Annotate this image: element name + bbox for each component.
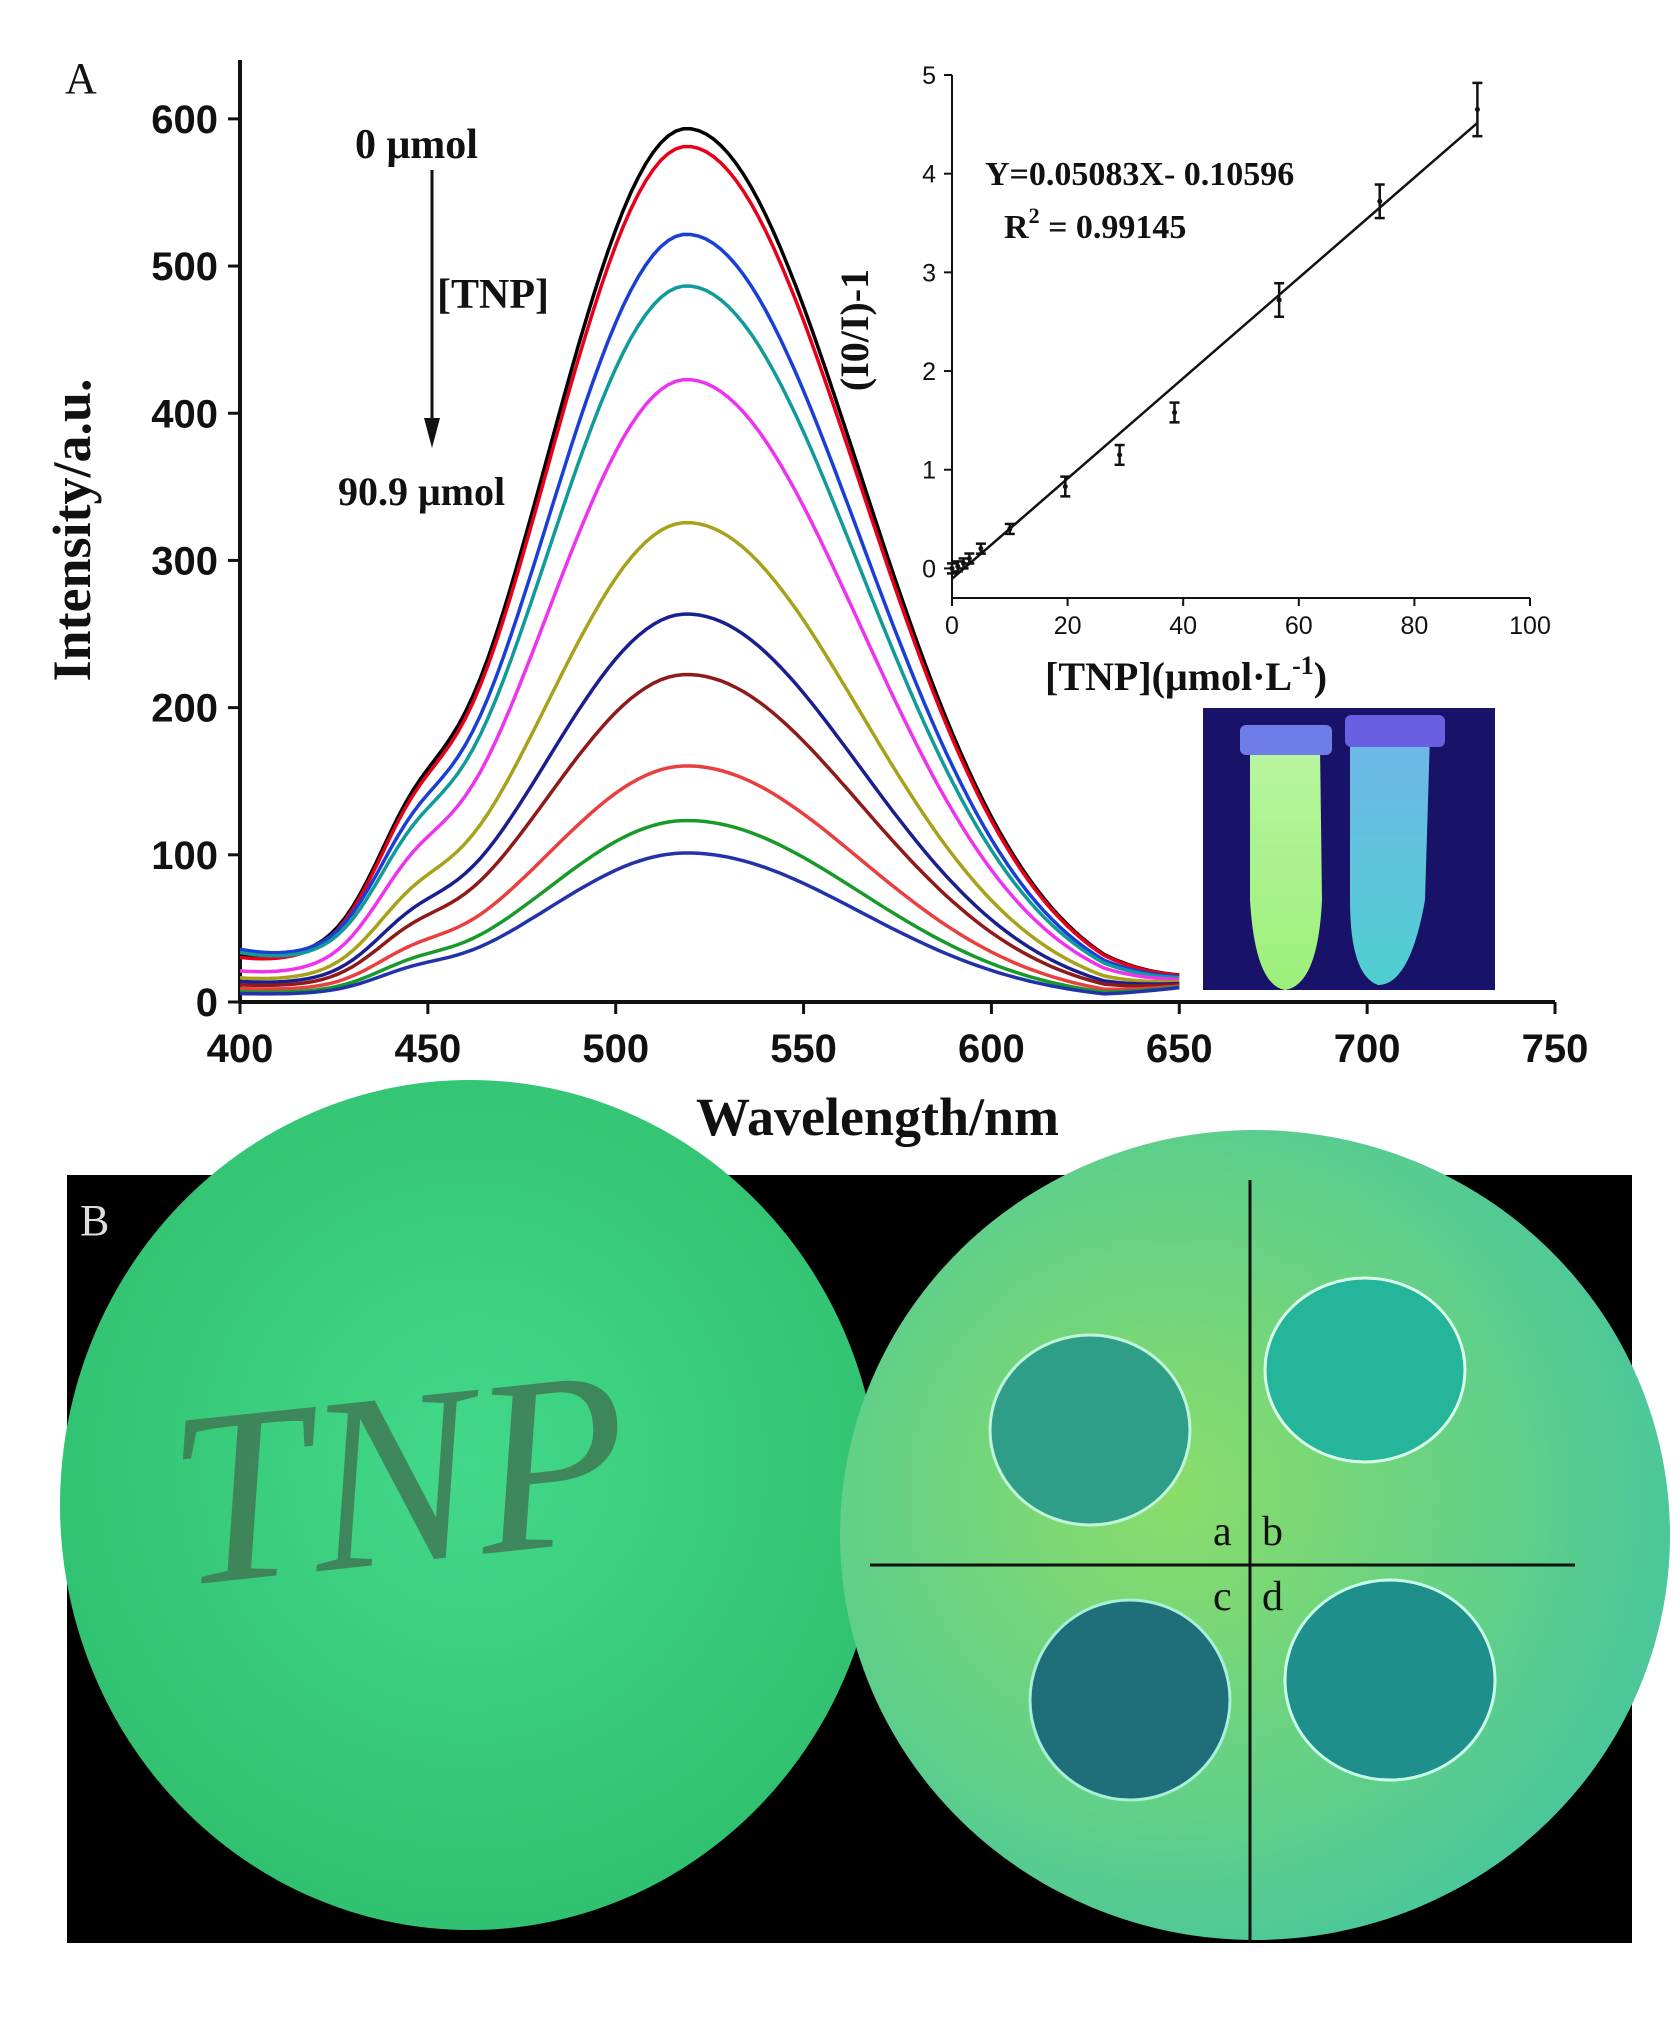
spectrum-series-line: [239, 851, 1180, 996]
x-axis-title: Wavelength/nm: [696, 1087, 1059, 1147]
inset-equation: Y=0.05083X- 0.10596: [985, 156, 1294, 193]
written-tnp: TNP: [157, 1317, 642, 1640]
annotation-end-concentration: 90.9 μmol: [338, 469, 505, 514]
inset-y-tick-label: 5: [922, 62, 936, 90]
quadrant-label-d: d: [1262, 1574, 1283, 1620]
y-tick-label: 200: [151, 687, 218, 731]
tube-left: [1250, 745, 1322, 990]
inset-data-point: [1474, 107, 1480, 113]
inset-data-point: [1377, 198, 1383, 204]
panel-a-label: A: [65, 54, 97, 103]
inset-data-point: [949, 565, 955, 571]
quadrant-label-c: c: [1213, 1574, 1232, 1620]
inset-y-tick-label: 2: [922, 358, 936, 386]
inset-y-tick-label: 1: [922, 457, 936, 485]
inset-x-tick-label: 80: [1400, 612, 1428, 640]
inset-fit-line: [951, 121, 1479, 580]
x-tick-label: 550: [770, 1027, 837, 1071]
y-tick-label: 500: [151, 245, 218, 289]
spot-b: [1263, 1276, 1467, 1464]
y-tick-label: 0: [196, 981, 218, 1025]
tube-right: [1350, 735, 1430, 985]
inset-r-squared: R2 = 0.99145: [1004, 203, 1186, 246]
main-chart-axes: 400 450 500 550 600 650 700 7500100200300400500…: [42, 60, 1588, 1147]
spot-c: [1028, 1598, 1232, 1802]
inset-data-point: [1117, 452, 1123, 458]
spectrum-series-line: [239, 284, 1180, 980]
annotation-start-concentration: 0 μmol: [355, 122, 478, 168]
inset-data-point: [1007, 526, 1013, 532]
concentration-arrow-head: [424, 418, 440, 448]
inset-data-point: [1062, 483, 1068, 489]
inset-y-tick-label: 4: [922, 161, 936, 189]
x-tick-label: 450: [394, 1027, 461, 1071]
panel-b: B TNP a b c d: [60, 1080, 1670, 1943]
quadrant-label-a: a: [1213, 1509, 1232, 1555]
x-tick-label: 500: [582, 1027, 649, 1071]
x-tick-label: 700: [1334, 1027, 1401, 1071]
inset-data-point: [1276, 297, 1282, 303]
spot-a: [988, 1333, 1192, 1527]
spectrum-series-line: [239, 818, 1180, 994]
quadrant-label-b: b: [1262, 1509, 1283, 1555]
inset-data-point: [1172, 409, 1178, 415]
spectrum-series-line: [239, 612, 1180, 986]
y-axis-title: Intensity/a.u.: [42, 378, 102, 681]
spectrum-series-line: [239, 377, 1180, 982]
inset-x-tick-label: 100: [1509, 612, 1551, 640]
inset-y-tick-label: 0: [922, 555, 936, 583]
x-tick-label: 600: [958, 1027, 1025, 1071]
inset-y-tick-label: 3: [922, 259, 936, 287]
spectrum-series-line: [239, 672, 1180, 988]
spectrum-series-line: [239, 520, 1180, 984]
inset-x-tick-label: 0: [945, 612, 959, 640]
main-chart-series: [239, 127, 1180, 996]
y-tick-label: 100: [151, 834, 218, 878]
right-disk: [840, 1130, 1670, 1940]
left-disk: [60, 1080, 880, 1930]
inset-x-tick-label: 20: [1054, 612, 1082, 640]
x-tick-label: 400: [207, 1027, 274, 1071]
y-tick-label: 400: [151, 392, 218, 436]
y-tick-label: 600: [151, 98, 218, 142]
inset-x-axis-title: [TNP](μmol·L-1): [1045, 651, 1327, 699]
tube-photo: [1203, 708, 1495, 990]
inset-x-tick-label: 40: [1169, 612, 1197, 640]
spot-d: [1283, 1578, 1497, 1782]
spectrum-series-line: [239, 127, 1180, 977]
y-tick-label: 300: [151, 539, 218, 583]
panel-b-label: B: [80, 1196, 109, 1245]
inset-data-point: [978, 546, 984, 552]
inset-x-tick-label: 60: [1285, 612, 1313, 640]
spectrum-series-line: [239, 764, 1180, 992]
spectrum-series-line: [239, 232, 1180, 979]
inset-data-point: [966, 556, 972, 562]
x-tick-label: 650: [1146, 1027, 1213, 1071]
x-tick-label: 750: [1522, 1027, 1589, 1071]
annotation-tnp: [TNP]: [437, 272, 549, 318]
spectrum-series-line: [239, 144, 1180, 978]
panel-a: A 400 450 500 550 600 650 700 75001002003004005…: [42, 54, 1588, 1147]
inset-chart-axes: 0 20 40 60 80 100 0 1 2 3 4 5 [TNP](μmol·L-1) (I0/I)-…: [832, 62, 1551, 699]
inset-y-axis-title: (I0/I)-1: [832, 269, 877, 391]
inset-chart-points: [947, 81, 1483, 580]
